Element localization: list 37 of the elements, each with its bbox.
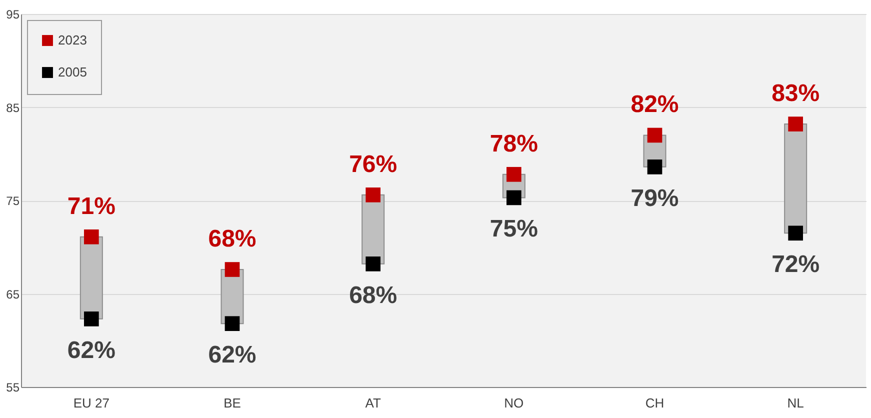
x-tick-label: NL <box>787 396 804 410</box>
legend-label: 2023 <box>58 32 87 48</box>
x-tick-label: NO <box>504 396 524 410</box>
data-label: 83% <box>772 80 820 108</box>
y-tick-label: 65 <box>6 287 20 302</box>
x-tick-label: EU 27 <box>73 396 110 410</box>
y-tick-label: 95 <box>6 8 20 22</box>
data-label: 75% <box>490 216 538 243</box>
y-tick-label: 85 <box>6 100 20 115</box>
data-label: 71% <box>67 192 116 220</box>
point <box>84 229 99 244</box>
legend-label: 2005 <box>58 64 87 80</box>
data-label: 62% <box>208 342 256 369</box>
point <box>647 160 662 174</box>
data-label: 68% <box>349 282 398 309</box>
data-label: 79% <box>630 184 679 212</box>
y-tick-label: 75 <box>6 194 20 208</box>
data-label: 72% <box>772 251 820 278</box>
point <box>366 256 380 272</box>
y-tick-label: 55 <box>6 380 20 394</box>
point <box>788 116 803 132</box>
data-label: 82% <box>630 91 679 118</box>
point <box>84 312 99 326</box>
point <box>506 166 522 182</box>
data-label: 78% <box>490 130 538 158</box>
point <box>224 316 240 332</box>
data-label: 76% <box>349 150 398 178</box>
point <box>647 128 662 143</box>
x-tick-label: AT <box>365 396 381 410</box>
point <box>366 187 380 202</box>
data-label: 68% <box>208 226 256 253</box>
point <box>788 226 803 241</box>
x-tick-label: BE <box>224 396 242 410</box>
point <box>224 262 240 277</box>
data-label: 62% <box>67 336 116 364</box>
point <box>506 190 522 206</box>
x-tick-label: CH <box>645 396 664 410</box>
